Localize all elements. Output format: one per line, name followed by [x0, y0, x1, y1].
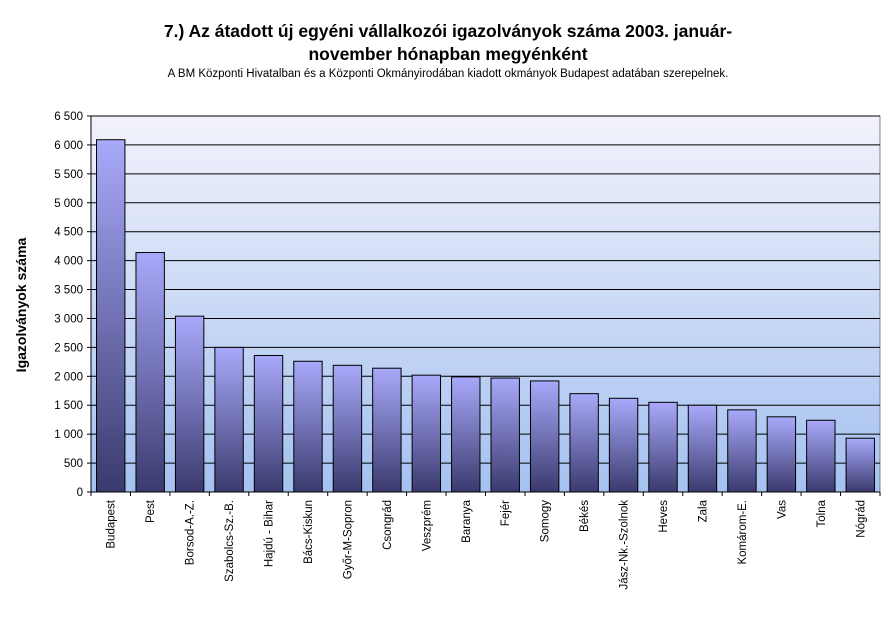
y-tick-label: 0 [77, 487, 83, 499]
chart-title-line-1: 7.) Az átadott új egyéni vállalkozói iga… [163, 21, 733, 41]
bar [766, 416, 797, 493]
bars [96, 139, 875, 493]
x-tick-label: Pest [145, 499, 157, 523]
chart-subtitle: A BM Központi Hivatalban és a Központi O… [167, 68, 729, 80]
y-tick-label: 6 000 [54, 140, 83, 152]
bar [687, 404, 718, 493]
x-tick-label: Tolna [816, 499, 828, 527]
x-tick-label: Budapest [106, 499, 118, 548]
bar [451, 376, 481, 493]
x-tick-label: Zala [697, 499, 709, 522]
bar [96, 139, 126, 493]
x-tick-label: Heves [658, 500, 670, 533]
x-tick-label: Somogy [540, 500, 552, 542]
bar [569, 393, 599, 493]
y-tick-label: 3 000 [54, 313, 83, 325]
y-tick-label: 4 500 [54, 227, 83, 239]
x-tick-label: Szabolcs-Sz.-B. [224, 500, 236, 582]
bar [648, 401, 678, 493]
x-tick-label: Bács-Kiskun [303, 500, 315, 564]
chart-title-line-2: november hónapban megyénként [308, 44, 588, 64]
x-tick-label: Csongrád [382, 500, 394, 550]
y-tick-label: 4 000 [54, 256, 83, 268]
bar [135, 252, 165, 493]
bar [293, 360, 323, 493]
bar [608, 397, 639, 493]
x-tick-label: Nógrád [855, 500, 867, 538]
bar [253, 354, 284, 493]
y-tick-labels: 0 500 1 000 1 500 2 000 2 500 3 000 3 500 4 000 4… [54, 111, 91, 499]
x-tick-labels: Budapest Pest Borsod-A.-Z. Szabolcs-Sz.-B. H… [90, 492, 881, 590]
y-tick-label: 5 000 [54, 198, 83, 210]
bar [332, 364, 363, 493]
x-tick-label: Fejér [500, 500, 512, 526]
y-tick-label: 1 000 [54, 429, 83, 441]
x-tick-label: Veszprém [421, 500, 433, 551]
x-tick-label: Békés [579, 500, 591, 532]
bar [806, 419, 836, 493]
y-tick-label: 500 [64, 458, 83, 470]
x-tick-label: Jász-Nk.-Szolnok [619, 500, 631, 590]
bar [214, 346, 244, 493]
bar [411, 374, 442, 493]
y-tick-label: 5 500 [54, 169, 83, 181]
bar [727, 409, 757, 493]
plot-area [90, 115, 881, 493]
y-tick-label: 2 000 [54, 371, 83, 383]
x-tick-label: Baranya [461, 499, 473, 542]
y-tick-label: 2 500 [54, 342, 83, 354]
y-tick-label: 6 500 [54, 111, 83, 123]
bar [490, 377, 520, 493]
bar [529, 380, 560, 493]
x-tick-label: Győr-M-Sopron [342, 500, 354, 579]
chart-title: 7.) Az átadott új egyéni vállalkozói iga… [0, 20, 896, 66]
y-tick-label: 1 500 [54, 400, 83, 412]
x-tick-label: Komárom-E. [737, 500, 749, 565]
bar [845, 437, 875, 493]
bar [372, 367, 402, 493]
x-tick-label: Vas [776, 500, 788, 519]
x-tick-label: Borsod-A.-Z. [185, 500, 197, 565]
x-tick-label: Hajdú - Bihar [264, 500, 276, 567]
y-tick-label: 3 500 [54, 285, 83, 297]
bar [174, 315, 205, 493]
